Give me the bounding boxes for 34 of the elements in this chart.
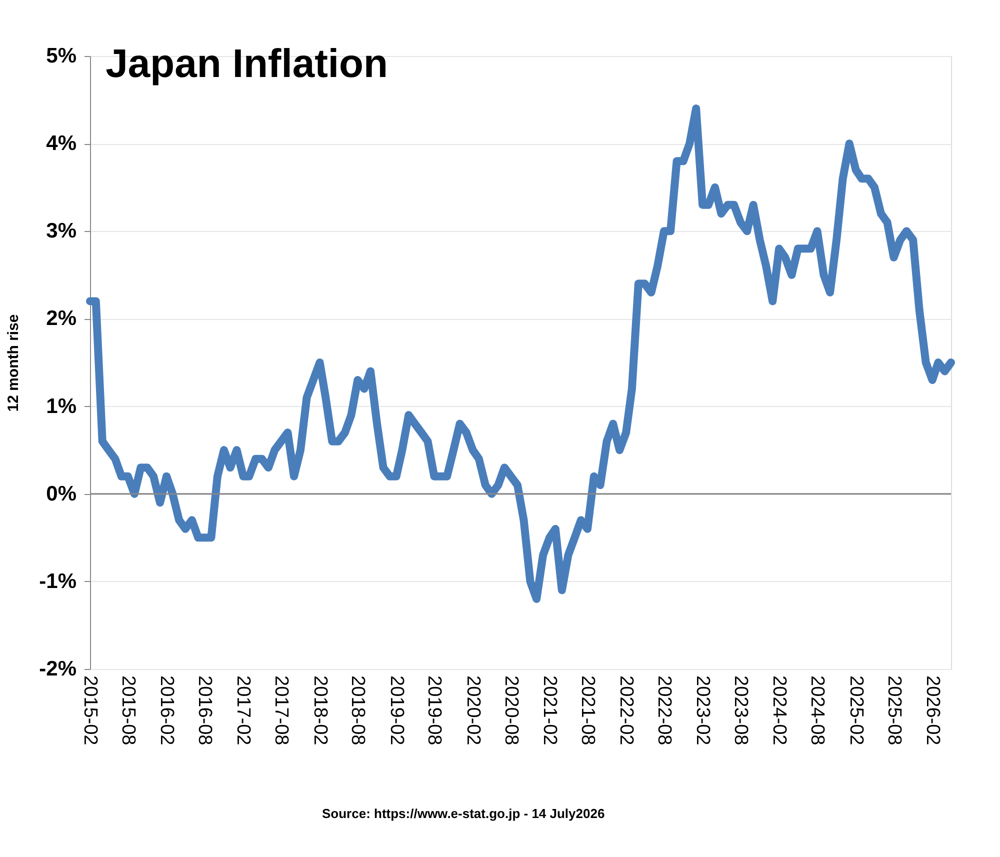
x-tick-label: 2019-02 [386,676,407,746]
x-tick-label: 2017-08 [270,676,292,746]
x-tick-label: 2018-08 [347,676,368,746]
x-tick-label: 2021-08 [576,676,598,746]
y-tick-label: 0% [46,482,77,506]
x-tick-label: 2020-02 [462,676,484,746]
x-tick-label: 2025-02 [845,676,866,746]
x-tick-label: 2024-02 [768,676,790,746]
x-tick-label: 2019-08 [424,676,445,746]
x-tick-label: 2017-02 [232,676,254,746]
y-axis-title: 12 month rise [5,314,22,412]
y-tick-label: -1% [39,570,77,593]
y-tick-label: 3% [46,220,77,243]
x-tick-label: 2020-08 [500,676,522,746]
x-tick-label: 2016-08 [194,676,216,746]
y-tick-label: -2% [39,658,77,680]
source-note: Source: https://www.e-stat.go.jp - 14 July2026 [322,806,605,821]
x-tick-label: 2022-02 [616,676,637,746]
x-tick-label: 2021-02 [539,676,560,746]
x-tick-label: 2018-02 [309,676,330,746]
x-tick-label: 2026-02 [922,676,943,746]
x-tick-label: 2023-08 [730,676,752,746]
y-tick-label: 1% [46,394,77,418]
y-tick-label: 2% [46,307,77,330]
x-tick-label: 2015-02 [80,676,100,746]
chart-title: Japan Inflation [106,42,388,86]
y-tick-label: 5% [46,44,77,68]
x-tick-label: 2016-02 [156,676,178,746]
x-tick-label: 2015-08 [117,676,138,746]
y-tick-label: 4% [46,132,77,156]
x-tick-label: 2025-08 [883,676,904,746]
x-tick-label: 2024-08 [806,676,828,746]
x-tick-label: 2022-08 [654,676,674,746]
x-tick-label: 2023-02 [692,676,714,746]
